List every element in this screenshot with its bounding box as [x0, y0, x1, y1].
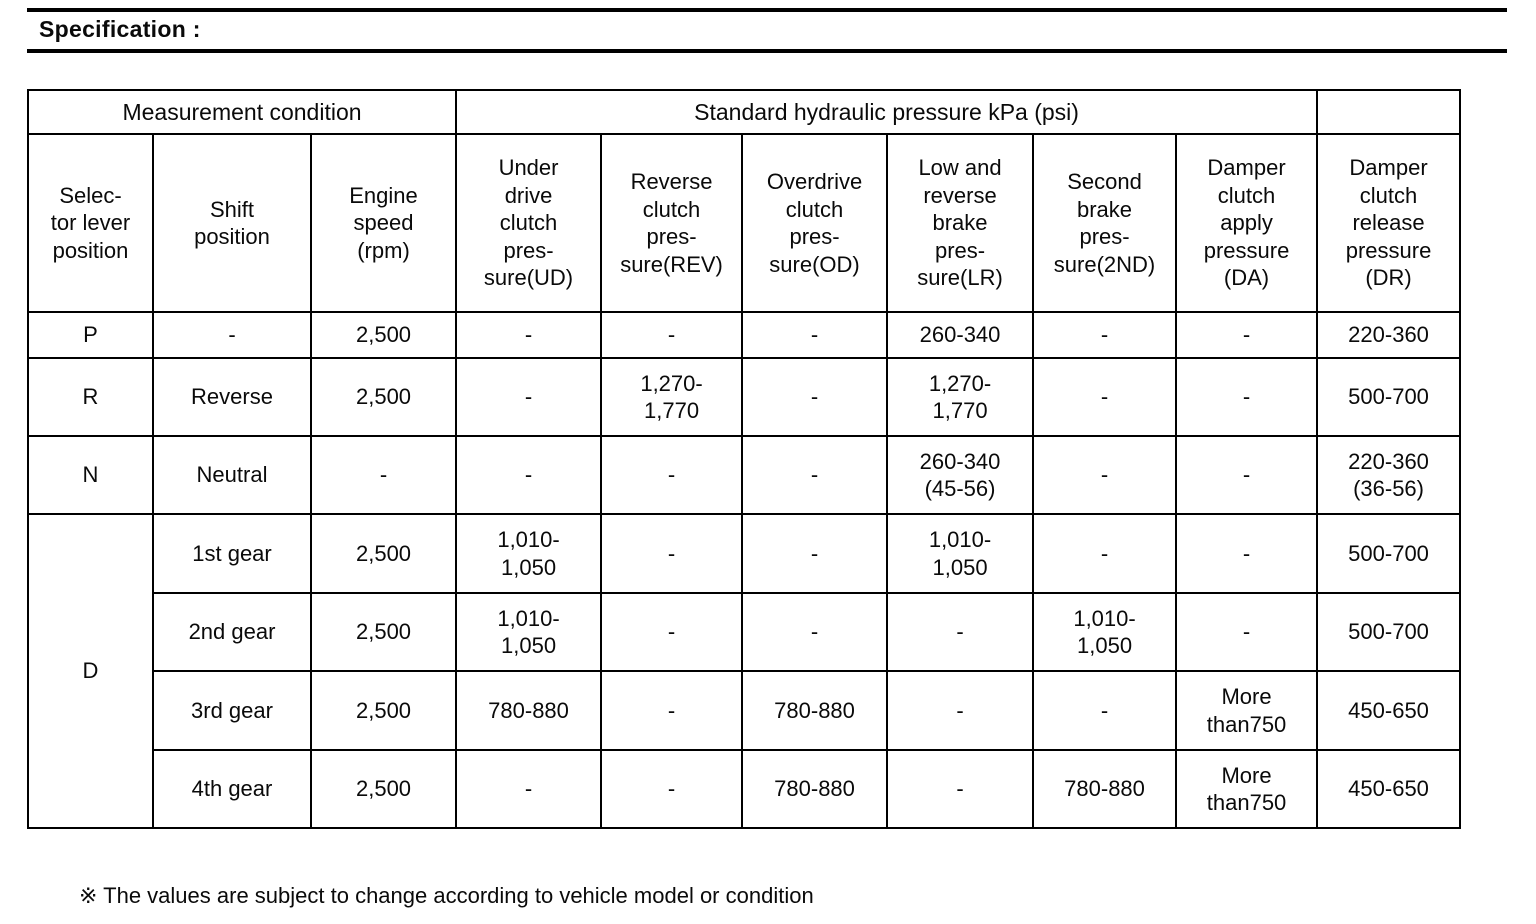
cell-dr: 220-360 [1316, 311, 1462, 359]
cell-dr: 450-650 [1316, 749, 1462, 829]
spec-header: Specification : [27, 8, 1507, 53]
cell-rev: - [600, 513, 744, 594]
cell-da: More than750 [1175, 749, 1319, 829]
cell-da: - [1175, 435, 1319, 515]
footnote: ※ The values are subject to change accor… [79, 883, 814, 908]
column-header-row: Selec- tor lever position Shift position… [27, 133, 1462, 313]
col-header-overdrive-clutch: Overdrive clutch pres- sure(OD) [741, 133, 889, 313]
cell-da: - [1175, 357, 1319, 437]
cell-ud: 780-880 [455, 670, 603, 751]
table-row-p: P - 2,500 - - - 260-340 - - 220-360 [27, 311, 1462, 359]
cell-lr: - [886, 670, 1035, 751]
table-row-d-1st: D 1st gear 2,500 1,010- 1,050 - - 1,010-… [27, 513, 1462, 829]
table-row-d-4th: 4th gear 2,500 - - 780-880 - 780-880 Mor… [28, 749, 1462, 829]
cell-od: 780-880 [741, 749, 889, 829]
cell-shift: Reverse [152, 357, 312, 437]
cell-rev: - [600, 435, 744, 515]
cell-second: - [1032, 357, 1178, 437]
cell-engine: 2,500 [309, 749, 458, 829]
cell-engine: 2,500 [309, 311, 458, 359]
cell-second: - [1032, 670, 1178, 751]
cell-engine: - [309, 435, 458, 515]
col-header-damper-apply: Damper clutch apply pressure (DA) [1175, 133, 1319, 313]
cell-second: 1,010- 1,050 [1032, 592, 1178, 672]
cell-selector-d: D [27, 513, 154, 829]
table-row-n: N Neutral - - - - 260-340 (45-56) - - 22… [27, 435, 1462, 515]
cell-selector: R [27, 357, 154, 437]
cell-dr: 500-700 [1316, 357, 1462, 437]
cell-engine: 2,500 [309, 670, 458, 751]
col-header-second-brake: Second brake pres- sure(2ND) [1032, 133, 1178, 313]
cell-rev: 1,270- 1,770 [600, 357, 744, 437]
cell-lr: - [886, 749, 1035, 829]
table-row-r: R Reverse 2,500 - 1,270- 1,770 - 1,270- … [27, 357, 1462, 437]
table-row-d-3rd: 3rd gear 2,500 780-880 - 780-880 - - Mor… [28, 670, 1462, 751]
group-header-row: Measurement condition Standard hydraulic… [26, 89, 1462, 135]
cell-od: - [741, 592, 889, 672]
cell-rev: - [600, 311, 744, 359]
cell-lr: 260-340 [886, 311, 1035, 359]
cell-ud: 1,010- 1,050 [455, 513, 603, 594]
cell-ud: - [455, 357, 603, 437]
table-row-d-2nd: 2nd gear 2,500 1,010- 1,050 - - - 1,010-… [28, 592, 1462, 672]
cell-second: - [1032, 513, 1178, 594]
cell-dr: 500-700 [1316, 513, 1462, 594]
cell-da: - [1175, 592, 1319, 672]
cell-lr: 260-340 (45-56) [886, 435, 1035, 515]
cell-engine: 2,500 [309, 592, 458, 672]
col-header-low-reverse-brake: Low and reverse brake pres- sure(LR) [886, 133, 1035, 313]
cell-dr: 220-360 (36-56) [1316, 435, 1462, 515]
col-header-engine-speed: Engine speed (rpm) [309, 133, 458, 313]
cell-lr: 1,010- 1,050 [886, 513, 1035, 594]
cell-shift: 2nd gear [152, 592, 312, 672]
page-title: Specification : [39, 16, 201, 42]
group-header-empty [1316, 89, 1462, 135]
cell-second: 780-880 [1032, 749, 1178, 829]
group-header-standard: Standard hydraulic pressure kPa (psi) [455, 89, 1319, 135]
cell-da: - [1175, 513, 1319, 594]
cell-shift: 3rd gear [152, 670, 312, 751]
cell-od: - [741, 435, 889, 515]
cell-dr: 500-700 [1316, 592, 1462, 672]
col-header-reverse-clutch: Reverse clutch pres- sure(REV) [600, 133, 744, 313]
cell-lr: 1,270- 1,770 [886, 357, 1035, 437]
cell-od: 780-880 [741, 670, 889, 751]
col-header-damper-release: Damper clutch release pressure (DR) [1316, 133, 1462, 313]
col-header-underdrive-clutch: Under drive clutch pres- sure(UD) [455, 133, 603, 313]
cell-od: - [741, 357, 889, 437]
cell-da: - [1175, 311, 1319, 359]
cell-ud: - [455, 749, 603, 829]
cell-second: - [1032, 435, 1178, 515]
cell-selector: N [27, 435, 154, 515]
cell-da: More than750 [1175, 670, 1319, 751]
cell-engine: 2,500 [309, 357, 458, 437]
cell-rev: - [600, 749, 744, 829]
col-header-selector-lever: Selec- tor lever position [27, 133, 154, 313]
cell-lr: - [886, 592, 1035, 672]
cell-second: - [1032, 311, 1178, 359]
group-header-measurement: Measurement condition [26, 89, 458, 135]
cell-od: - [741, 311, 889, 359]
cell-rev: - [600, 592, 744, 672]
cell-od: - [741, 513, 889, 594]
cell-rev: - [600, 670, 744, 751]
cell-selector: P [27, 311, 154, 359]
cell-ud: - [455, 311, 603, 359]
cell-dr: 450-650 [1316, 670, 1462, 751]
cell-ud: - [455, 435, 603, 515]
col-header-shift-position: Shift position [152, 133, 312, 313]
cell-shift: Neutral [152, 435, 312, 515]
cell-shift: - [152, 311, 312, 359]
cell-engine: 2,500 [309, 513, 458, 594]
pressure-spec-table: Measurement condition Standard hydraulic… [26, 89, 1462, 829]
cell-shift: 1st gear [152, 513, 312, 594]
cell-shift: 4th gear [152, 749, 312, 829]
cell-ud: 1,010- 1,050 [455, 592, 603, 672]
